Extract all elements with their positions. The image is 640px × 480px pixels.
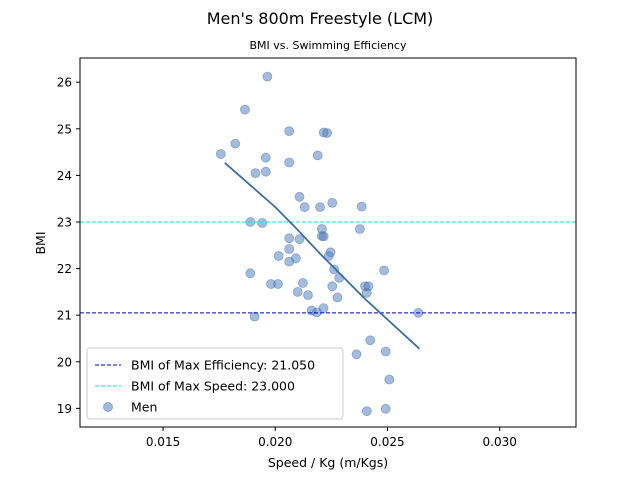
scatter-point [284, 244, 295, 254]
scatter-point [380, 346, 391, 357]
legend-item-max-efficiency: BMI of Max Efficiency: 21.050 [95, 358, 315, 373]
scatter-point [361, 406, 372, 417]
scatter-point [361, 287, 372, 298]
x-tick-label: 0.025 [370, 435, 404, 449]
y-tick-label: 26 [57, 76, 72, 90]
trend-line [224, 162, 420, 350]
scatter-point [351, 349, 362, 360]
scatter-point [257, 217, 268, 228]
scatter-point [284, 256, 295, 267]
scatter-point [327, 197, 338, 208]
scatter-point [318, 231, 329, 242]
x-axis-label: Speed / Kg (m/Kgs) [268, 455, 388, 470]
chart-subtitle: BMI vs. Swimming Efficiency [250, 39, 407, 52]
y-tick-label: 23 [57, 216, 72, 230]
scatter-point [380, 403, 391, 414]
legend-item-men: Men [103, 400, 157, 415]
scatter-point [329, 264, 340, 275]
scatter-point [294, 234, 305, 245]
scatter-point [379, 265, 390, 276]
legend: BMI of Max Efficiency: 21.050 BMI of Max … [86, 347, 344, 420]
scatter-point [245, 268, 256, 279]
scatter-point [315, 202, 326, 213]
scatter-point [303, 290, 313, 301]
scatter-point [297, 278, 308, 288]
legend-box [86, 347, 344, 420]
scatter-point [294, 191, 305, 202]
y-tick-label: 25 [57, 122, 72, 136]
legend-label: BMI of Max Speed: 23.000 [131, 379, 295, 394]
y-tick-label: 20 [57, 355, 72, 369]
scatter-point [250, 168, 261, 179]
y-axis-label: BMI [33, 231, 48, 254]
scatter-point [334, 272, 345, 283]
scatter-point [332, 292, 343, 303]
legend-label: Men [131, 400, 157, 415]
scatter-point [327, 281, 338, 292]
y-tick-label: 21 [57, 309, 72, 323]
plot-area: 0.015 0.020 0.025 0.030 19 20 21 22 23 24 25 26 [57, 57, 577, 449]
scatter-point [384, 374, 395, 385]
scatter-point [312, 150, 323, 161]
scatter-point [284, 233, 295, 244]
scatter-point [260, 152, 271, 163]
legend-item-max-speed: BMI of Max Speed: 23.000 [95, 379, 295, 394]
scatter-point [273, 251, 284, 261]
chart-title: Men's 800m Freestyle (LCM) [207, 9, 434, 28]
scatter-point [292, 286, 303, 297]
y-tick-label: 24 [57, 169, 72, 183]
scatter-point [240, 104, 250, 115]
scatter-point [262, 71, 273, 82]
y-tick-label: 19 [57, 402, 72, 416]
scatter-point [273, 279, 283, 289]
x-tick-label: 0.020 [258, 435, 292, 449]
y-tick-label: 22 [57, 262, 72, 276]
scatter-point [215, 149, 226, 159]
legend-swatch [103, 402, 113, 412]
scatter-point [230, 138, 241, 149]
x-tick-label: 0.015 [146, 435, 180, 449]
scatter-point [260, 166, 271, 177]
legend-label: BMI of Max Efficiency: 21.050 [131, 358, 315, 373]
plot-frame [79, 57, 577, 428]
scatter-point [322, 128, 333, 138]
scatter-point [249, 311, 260, 322]
scatter-point [365, 335, 376, 346]
scatter-point [356, 201, 367, 212]
scatter-point [354, 224, 365, 234]
scatter-point [284, 126, 295, 137]
scatter-point [299, 202, 310, 213]
x-tick-label: 0.030 [483, 435, 517, 449]
scatter-point [284, 157, 295, 168]
scatter-point [323, 251, 334, 261]
